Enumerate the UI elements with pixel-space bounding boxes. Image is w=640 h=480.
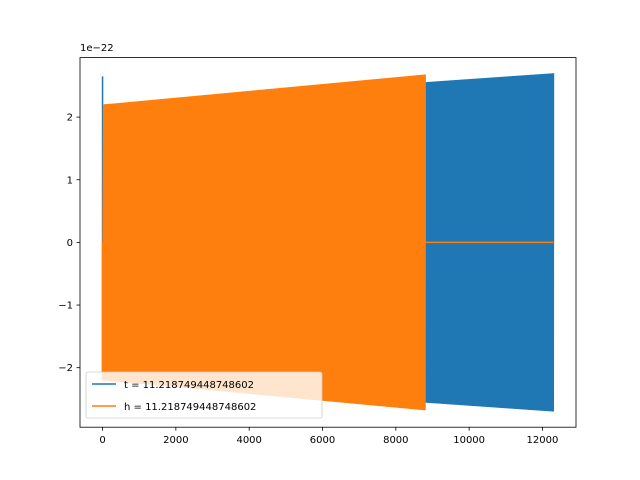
legend-box <box>85 371 323 419</box>
x-axis-ticks: 0 2000 4000 6000 8000 10000 12000 <box>99 427 558 446</box>
x-tick-label: 4000 <box>236 435 261 446</box>
y-tick-label: 1 <box>67 175 73 186</box>
legend: t = 11.218749448748602 h = 11.2187494487… <box>85 371 323 419</box>
series-layer <box>101 73 555 412</box>
legend-label-t: t = 11.218749448748602 <box>124 380 254 391</box>
x-tick-label: 0 <box>99 435 105 446</box>
x-tick-label: 12000 <box>527 435 559 446</box>
legend-label-h: h = 11.218749448748602 <box>124 402 256 413</box>
x-tick-label: 10000 <box>453 435 485 446</box>
y-axis-ticks: −2 −1 0 1 2 <box>58 113 80 374</box>
x-tick-label: 2000 <box>163 435 188 446</box>
x-tick-label: 8000 <box>383 435 408 446</box>
x-tick-label: 6000 <box>310 435 335 446</box>
y-tick-label: 0 <box>67 238 73 249</box>
y-offset-text: 1e−22 <box>80 43 114 54</box>
y-tick-label: 2 <box>67 113 73 124</box>
y-tick-label: −2 <box>58 363 73 374</box>
y-tick-label: −1 <box>58 301 73 312</box>
